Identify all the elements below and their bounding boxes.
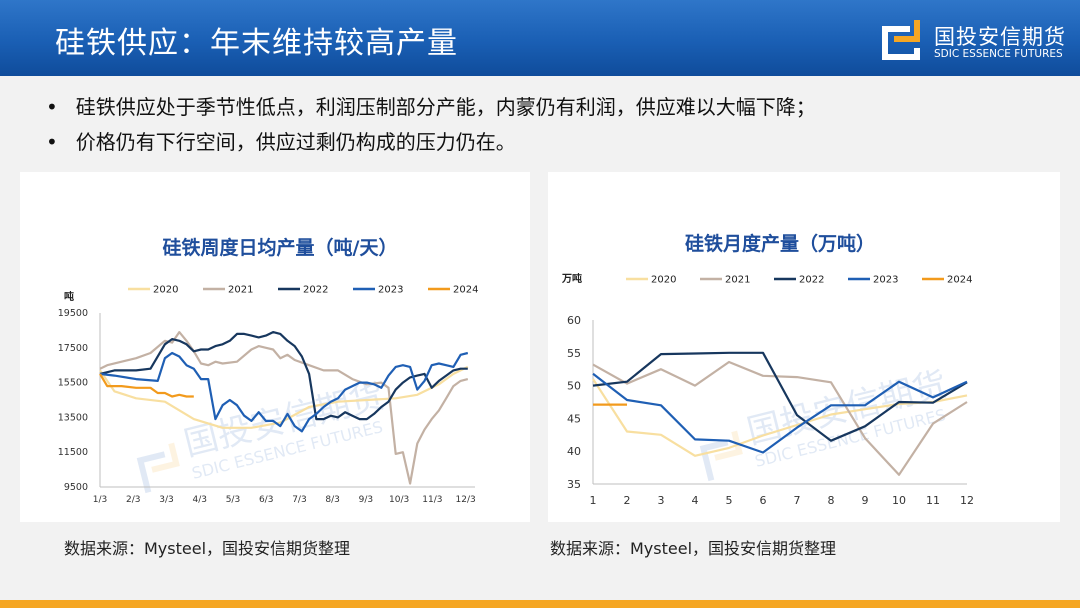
legend-label: 2021 [725, 275, 750, 286]
legend-label: 2021 [228, 285, 253, 296]
y-tick-label: 55 [567, 347, 581, 360]
y-tick-label: 50 [567, 380, 581, 393]
company-logo: 国投安信期货 SDIC ESSENCE FUTURES [880, 18, 1070, 64]
x-tick-label: 9/3 [359, 495, 373, 505]
x-tick-label: 9 [862, 494, 869, 507]
x-tick-label: 8/3 [325, 495, 339, 505]
chart-series [99, 331, 469, 485]
bullet-list: 硅铁供应处于季节性低点，利润压制部分产能，内蒙仍有利润，供应难以大幅下降； 价格… [46, 90, 816, 160]
logo-text-en: SDIC ESSENCE FUTURES [934, 48, 1063, 60]
header-bar: 硅铁供应：年末维持较高产量 国投安信期货 SDIC ESSENCE FUTURE… [0, 0, 1080, 76]
x-tick-label: 1/3 [93, 495, 107, 505]
watermark-logo-icon [699, 439, 729, 482]
page-title: 硅铁供应：年末维持较高产量 [55, 26, 458, 61]
logo-mark-icon [882, 20, 920, 60]
x-tick-label: 3/3 [159, 495, 173, 505]
series-line-2023 [99, 351, 469, 433]
series-line-2020 [592, 378, 968, 457]
series-line-2021 [592, 360, 968, 476]
x-tick-label: 11/3 [422, 495, 442, 505]
legend-label: 2023 [378, 285, 403, 296]
series-line-2021 [99, 331, 469, 485]
x-tick-label: 5 [726, 494, 733, 507]
x-tick-label: 7 [794, 494, 801, 507]
chart-panel-weekly: 国投安信期货 SDIC ESSENCE FUTURES 硅铁周度日均产量（吨/天）… [20, 172, 530, 522]
chart-legend: 2020 2021 2022 2023 2024 [128, 285, 478, 296]
y-axis-unit-label: 吨 [64, 290, 74, 303]
watermark-logo-icon [136, 451, 166, 494]
chart-title: 硅铁月度产量（万吨） [685, 232, 875, 255]
x-tick-label: 11 [926, 494, 940, 507]
series-line-2024 [99, 373, 194, 398]
legend-label: 2024 [947, 275, 972, 286]
x-tick-label: 10 [892, 494, 906, 507]
x-tick-label: 6 [760, 494, 767, 507]
legend-label: 2024 [453, 285, 478, 296]
y-axis-unit-label: 万吨 [561, 272, 582, 285]
x-tick-label: 1 [590, 494, 597, 507]
series-line-2022 [592, 351, 968, 442]
x-tick-label: 3 [658, 494, 665, 507]
x-tick-label: 6/3 [259, 495, 273, 505]
x-tick-label: 8 [828, 494, 835, 507]
legend-label: 2023 [873, 275, 898, 286]
data-source-note: 数据来源：Mysteel，国投安信期货整理 [64, 539, 351, 558]
watermark-logo-icon [714, 430, 743, 461]
series-line-2023 [592, 372, 968, 454]
bullet-item: 价格仍有下行空间，供应过剩仍构成的压力仍在。 [46, 125, 816, 160]
y-tick-label: 9500 [64, 482, 88, 493]
x-tick-label: 10/3 [389, 495, 409, 505]
y-tick-label: 19500 [58, 308, 88, 319]
y-tick-label: 11500 [58, 447, 88, 458]
chart-title: 硅铁周度日均产量（吨/天） [163, 236, 398, 259]
y-tick-label: 17500 [58, 343, 88, 354]
legend-label: 2020 [153, 285, 178, 296]
bullet-item: 硅铁供应处于季节性低点，利润压制部分产能，内蒙仍有利润，供应难以大幅下降； [46, 90, 816, 125]
watermark-logo-icon [151, 442, 180, 473]
logo-text-cn: 国投安信期货 [934, 25, 1066, 49]
chart-panel-monthly: 国投安信期货 SDIC ESSENCE FUTURES 硅铁月度产量（万吨） 万吨… [548, 172, 1060, 522]
y-tick-label: 40 [567, 445, 581, 458]
chart-axes: 9500 11500 13500 15500 17500 19500 1/3 2/3 3/3 4/… [58, 308, 476, 505]
y-tick-label: 35 [567, 478, 581, 491]
y-tick-label: 13500 [58, 412, 88, 423]
chart-legend: 2020 2021 2022 2023 2024 [626, 275, 972, 286]
legend-label: 2022 [303, 285, 328, 296]
x-tick-label: 5/3 [226, 495, 240, 505]
footer-accent-bar [0, 600, 1080, 608]
legend-label: 2020 [651, 275, 676, 286]
x-tick-label: 12 [960, 494, 974, 507]
legend-label: 2022 [799, 275, 824, 286]
data-source-note: 数据来源：Mysteel，国投安信期货整理 [550, 539, 837, 558]
y-tick-label: 15500 [58, 378, 88, 389]
y-tick-label: 60 [567, 314, 581, 327]
y-tick-label: 45 [567, 412, 581, 425]
x-tick-label: 2/3 [126, 495, 140, 505]
x-tick-label: 4/3 [192, 495, 206, 505]
chart-series [592, 351, 968, 476]
x-tick-label: 12/3 [456, 495, 476, 505]
series-line-2020 [99, 365, 469, 429]
x-tick-label: 2 [624, 494, 631, 507]
x-tick-label: 7/3 [292, 495, 306, 505]
x-tick-label: 4 [692, 494, 699, 507]
